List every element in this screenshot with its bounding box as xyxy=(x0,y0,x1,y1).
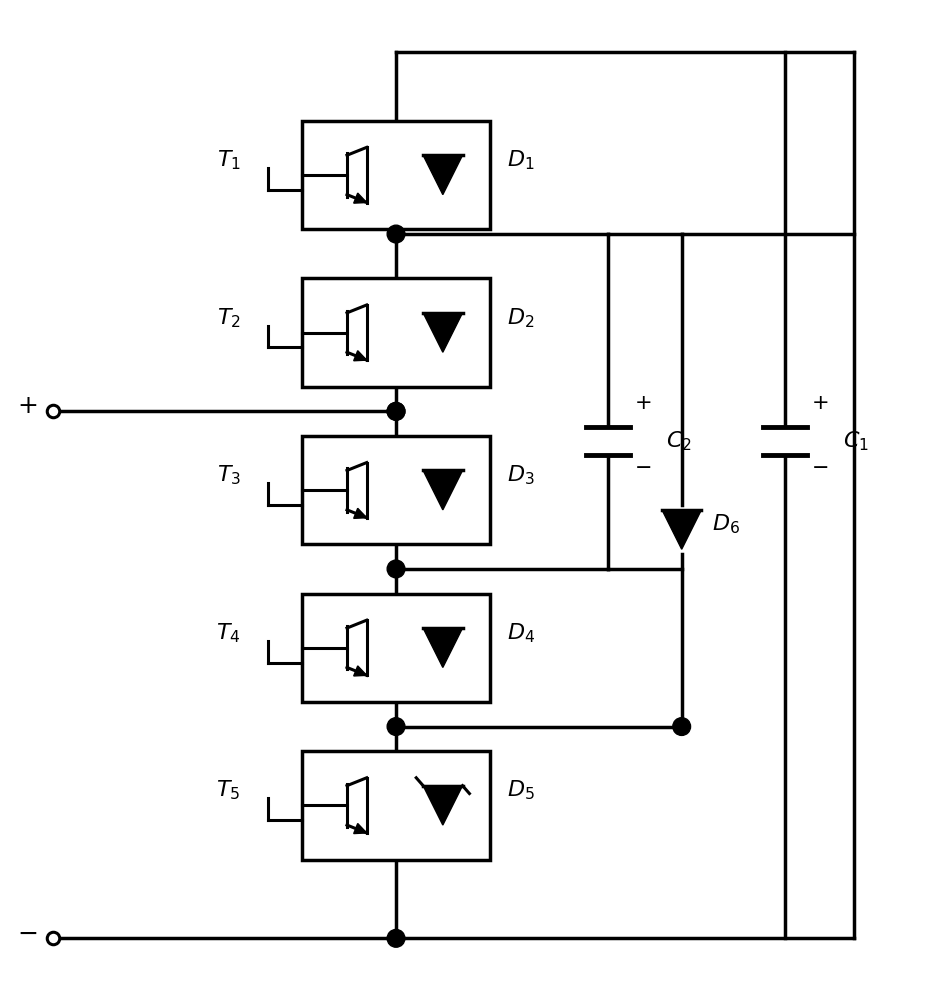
Polygon shape xyxy=(423,628,462,667)
Text: $T_5$: $T_5$ xyxy=(216,779,240,802)
Text: $+$: $+$ xyxy=(17,395,37,418)
Text: $-$: $-$ xyxy=(17,922,37,945)
Polygon shape xyxy=(423,155,462,195)
Text: $T_2$: $T_2$ xyxy=(216,306,240,330)
Text: $+$: $+$ xyxy=(633,394,650,413)
Polygon shape xyxy=(353,508,366,518)
Circle shape xyxy=(672,718,690,735)
Text: $T_1$: $T_1$ xyxy=(216,148,240,172)
Bar xyxy=(302,278,489,387)
Polygon shape xyxy=(353,666,366,676)
Polygon shape xyxy=(423,313,462,352)
Polygon shape xyxy=(661,510,701,549)
Text: $+$: $+$ xyxy=(810,394,828,413)
Text: $D_3$: $D_3$ xyxy=(507,464,534,487)
Text: $-$: $-$ xyxy=(633,457,650,476)
Circle shape xyxy=(387,402,404,420)
Text: $C_2$: $C_2$ xyxy=(666,429,691,453)
Bar xyxy=(302,751,489,860)
Text: $C_1$: $C_1$ xyxy=(842,429,868,453)
Text: $T_4$: $T_4$ xyxy=(216,621,241,645)
Text: $D_6$: $D_6$ xyxy=(711,513,739,536)
Text: $D_2$: $D_2$ xyxy=(507,306,534,330)
Polygon shape xyxy=(353,824,366,834)
Circle shape xyxy=(387,225,404,243)
Text: $D_5$: $D_5$ xyxy=(507,779,535,802)
Polygon shape xyxy=(353,193,366,203)
Text: $D_1$: $D_1$ xyxy=(507,148,534,172)
Bar xyxy=(302,436,489,544)
Text: $-$: $-$ xyxy=(810,457,827,476)
Polygon shape xyxy=(423,470,462,510)
Text: $T_3$: $T_3$ xyxy=(216,464,240,487)
Bar xyxy=(302,121,489,229)
Circle shape xyxy=(387,929,404,947)
Polygon shape xyxy=(353,351,366,361)
Circle shape xyxy=(387,718,404,735)
Bar xyxy=(302,594,489,702)
Circle shape xyxy=(387,402,404,420)
Text: $D_4$: $D_4$ xyxy=(506,621,535,645)
Polygon shape xyxy=(423,786,462,825)
Circle shape xyxy=(387,560,404,578)
